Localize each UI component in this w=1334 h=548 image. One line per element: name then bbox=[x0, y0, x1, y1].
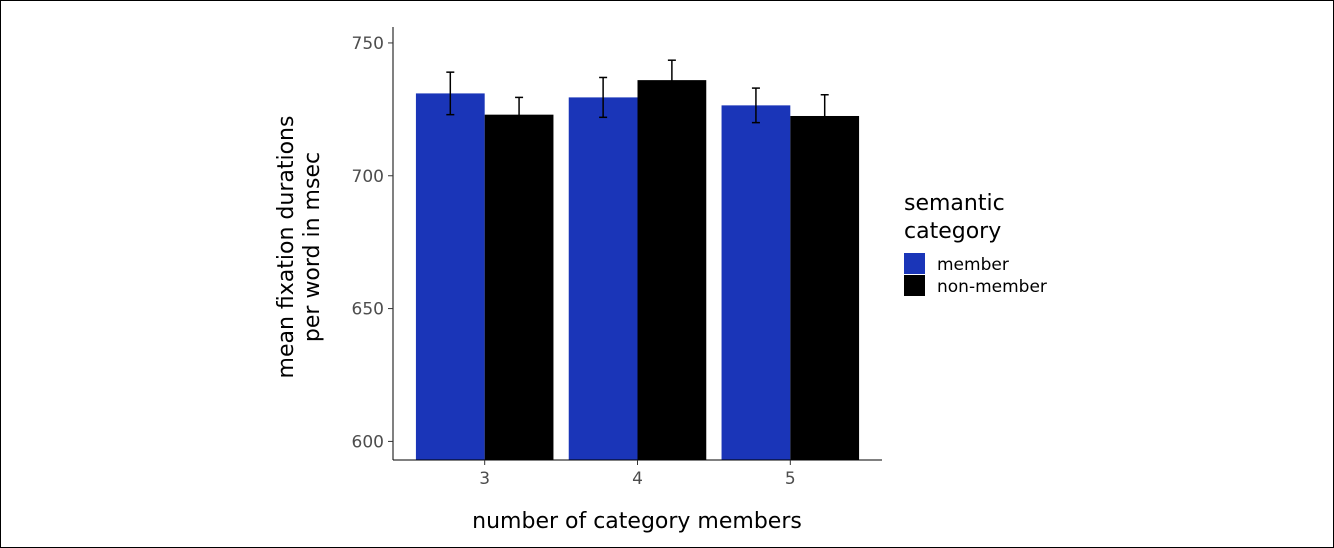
y-axis-title-line-2: per word in msec bbox=[300, 152, 325, 342]
x-ticks-layer: 3 4 5 bbox=[479, 460, 795, 489]
y-tick-label-600: 600 bbox=[352, 432, 384, 452]
legend-swatch-member bbox=[904, 253, 925, 274]
y-tick-label-650: 650 bbox=[352, 300, 384, 320]
x-axis-title: number of category members bbox=[472, 509, 802, 534]
legend-title-line-1: semantic bbox=[904, 191, 1005, 216]
y-axis-title-line-1: mean fixation durations bbox=[274, 116, 299, 379]
y-ticks-layer: 600 650 700 750 bbox=[352, 34, 393, 452]
bar-non-member-3 bbox=[485, 115, 554, 460]
legend-label-non-member: non-member bbox=[937, 277, 1047, 297]
bar-non-member-4 bbox=[638, 80, 707, 460]
bar-member-3 bbox=[416, 93, 485, 460]
x-tick-label-5: 5 bbox=[785, 469, 796, 489]
y-tick-label-750: 750 bbox=[352, 34, 384, 54]
legend-title-line-2: category bbox=[904, 219, 1001, 244]
bar-member-4 bbox=[569, 97, 638, 460]
legend-swatch-non-member bbox=[904, 275, 925, 296]
y-axis-title: mean fixation durations per word in msec bbox=[274, 116, 325, 379]
legend-label-member: member bbox=[937, 255, 1009, 275]
bar-non-member-5 bbox=[790, 116, 859, 460]
bar-member-5 bbox=[722, 105, 791, 460]
bars-layer bbox=[416, 80, 859, 460]
x-tick-label-3: 3 bbox=[479, 469, 490, 489]
x-tick-label-4: 4 bbox=[632, 469, 643, 489]
y-tick-label-700: 700 bbox=[352, 167, 384, 187]
